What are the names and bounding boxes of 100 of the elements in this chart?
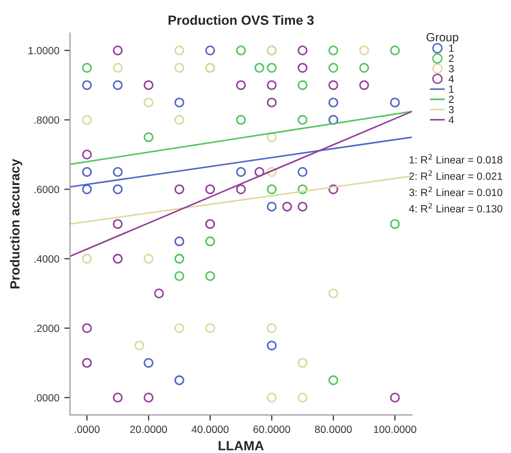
point xyxy=(205,271,216,282)
point xyxy=(205,323,216,334)
legend-label: 1 xyxy=(449,86,454,93)
point xyxy=(298,80,308,90)
y-tick-label: .4000 xyxy=(34,255,60,263)
point xyxy=(328,375,338,386)
point xyxy=(154,288,164,298)
point xyxy=(205,219,216,229)
point xyxy=(144,98,154,108)
x-tick-label: 20.0000 xyxy=(130,426,167,434)
point xyxy=(112,80,123,90)
point xyxy=(174,98,184,108)
point xyxy=(174,254,184,264)
point xyxy=(112,254,123,264)
point xyxy=(174,323,184,334)
point xyxy=(236,184,246,194)
point xyxy=(254,167,264,177)
legend-label: 4 xyxy=(448,75,454,82)
point xyxy=(390,219,400,229)
point xyxy=(144,80,154,90)
point xyxy=(144,358,154,368)
point xyxy=(174,236,184,246)
point xyxy=(236,114,246,125)
x-tick-label: 40.0000 xyxy=(192,426,229,434)
y-axis-title: Production accuracy xyxy=(10,158,22,288)
point xyxy=(82,62,92,73)
point xyxy=(328,98,338,108)
point xyxy=(174,62,184,73)
point xyxy=(282,202,292,212)
point xyxy=(298,202,308,212)
point xyxy=(390,392,400,403)
chart-title: Production OVS Time 3 xyxy=(168,15,314,25)
x-tick-label: 60.0000 xyxy=(253,426,290,434)
legend-title: Group xyxy=(426,33,458,44)
point xyxy=(112,392,123,403)
annotation: 2: R$^{2}$ Linear = 0.021 xyxy=(409,170,502,180)
annotation: 1: R$^{2}$ Linear = 0.018 xyxy=(410,154,502,164)
point xyxy=(82,114,92,125)
point xyxy=(174,114,184,125)
point xyxy=(82,167,92,177)
point xyxy=(298,167,308,177)
point xyxy=(298,392,308,403)
legend-label: 3 xyxy=(448,64,454,72)
point xyxy=(144,254,154,264)
point xyxy=(328,114,338,125)
point xyxy=(266,340,277,350)
point xyxy=(112,184,123,194)
legend-label: 4 xyxy=(448,116,454,124)
point xyxy=(82,150,92,160)
x-tick-label: .0000 xyxy=(74,426,100,434)
point xyxy=(298,62,308,73)
y-tick-label: 1.0000 xyxy=(28,46,60,54)
point xyxy=(205,236,216,246)
point xyxy=(82,358,92,368)
point xyxy=(359,80,370,90)
legend-label: 2 xyxy=(448,96,454,103)
point xyxy=(298,114,308,125)
point xyxy=(82,254,92,264)
point xyxy=(328,184,338,194)
legend-label: 2 xyxy=(448,54,454,62)
annotation: 3: R$^{2}$ Linear = 0.010 xyxy=(409,186,502,196)
point xyxy=(134,340,144,350)
point xyxy=(144,132,154,142)
annotation: 4: R$^{2}$ Linear = 0.130 xyxy=(409,202,502,212)
point xyxy=(112,219,123,229)
y-tick-label: .2000 xyxy=(34,324,60,332)
point xyxy=(328,80,338,90)
point xyxy=(266,392,277,403)
point xyxy=(236,45,246,56)
point xyxy=(82,184,92,194)
point xyxy=(254,62,264,73)
point xyxy=(298,358,308,368)
point xyxy=(266,98,277,108)
point xyxy=(359,45,370,56)
point xyxy=(82,80,92,90)
point xyxy=(328,62,338,73)
point xyxy=(205,184,216,194)
y-tick-label: .6000 xyxy=(34,186,60,194)
point xyxy=(266,62,277,73)
y-tick-label: .8000 xyxy=(34,116,60,124)
point xyxy=(144,392,154,403)
legend-label: 1 xyxy=(449,44,454,52)
point xyxy=(174,375,184,386)
point xyxy=(174,45,184,56)
point xyxy=(174,184,184,194)
x-axis-title: LLAMA xyxy=(218,441,264,450)
y-tick-label: .0000 xyxy=(34,394,60,402)
point xyxy=(266,323,277,334)
point xyxy=(82,323,92,334)
point xyxy=(328,288,338,298)
point xyxy=(390,98,400,108)
point xyxy=(390,45,400,56)
point xyxy=(359,62,370,73)
point xyxy=(266,167,277,177)
point xyxy=(205,45,216,56)
point xyxy=(112,62,123,73)
point xyxy=(236,167,246,177)
point xyxy=(328,45,338,56)
point xyxy=(266,202,277,212)
point xyxy=(266,184,277,194)
